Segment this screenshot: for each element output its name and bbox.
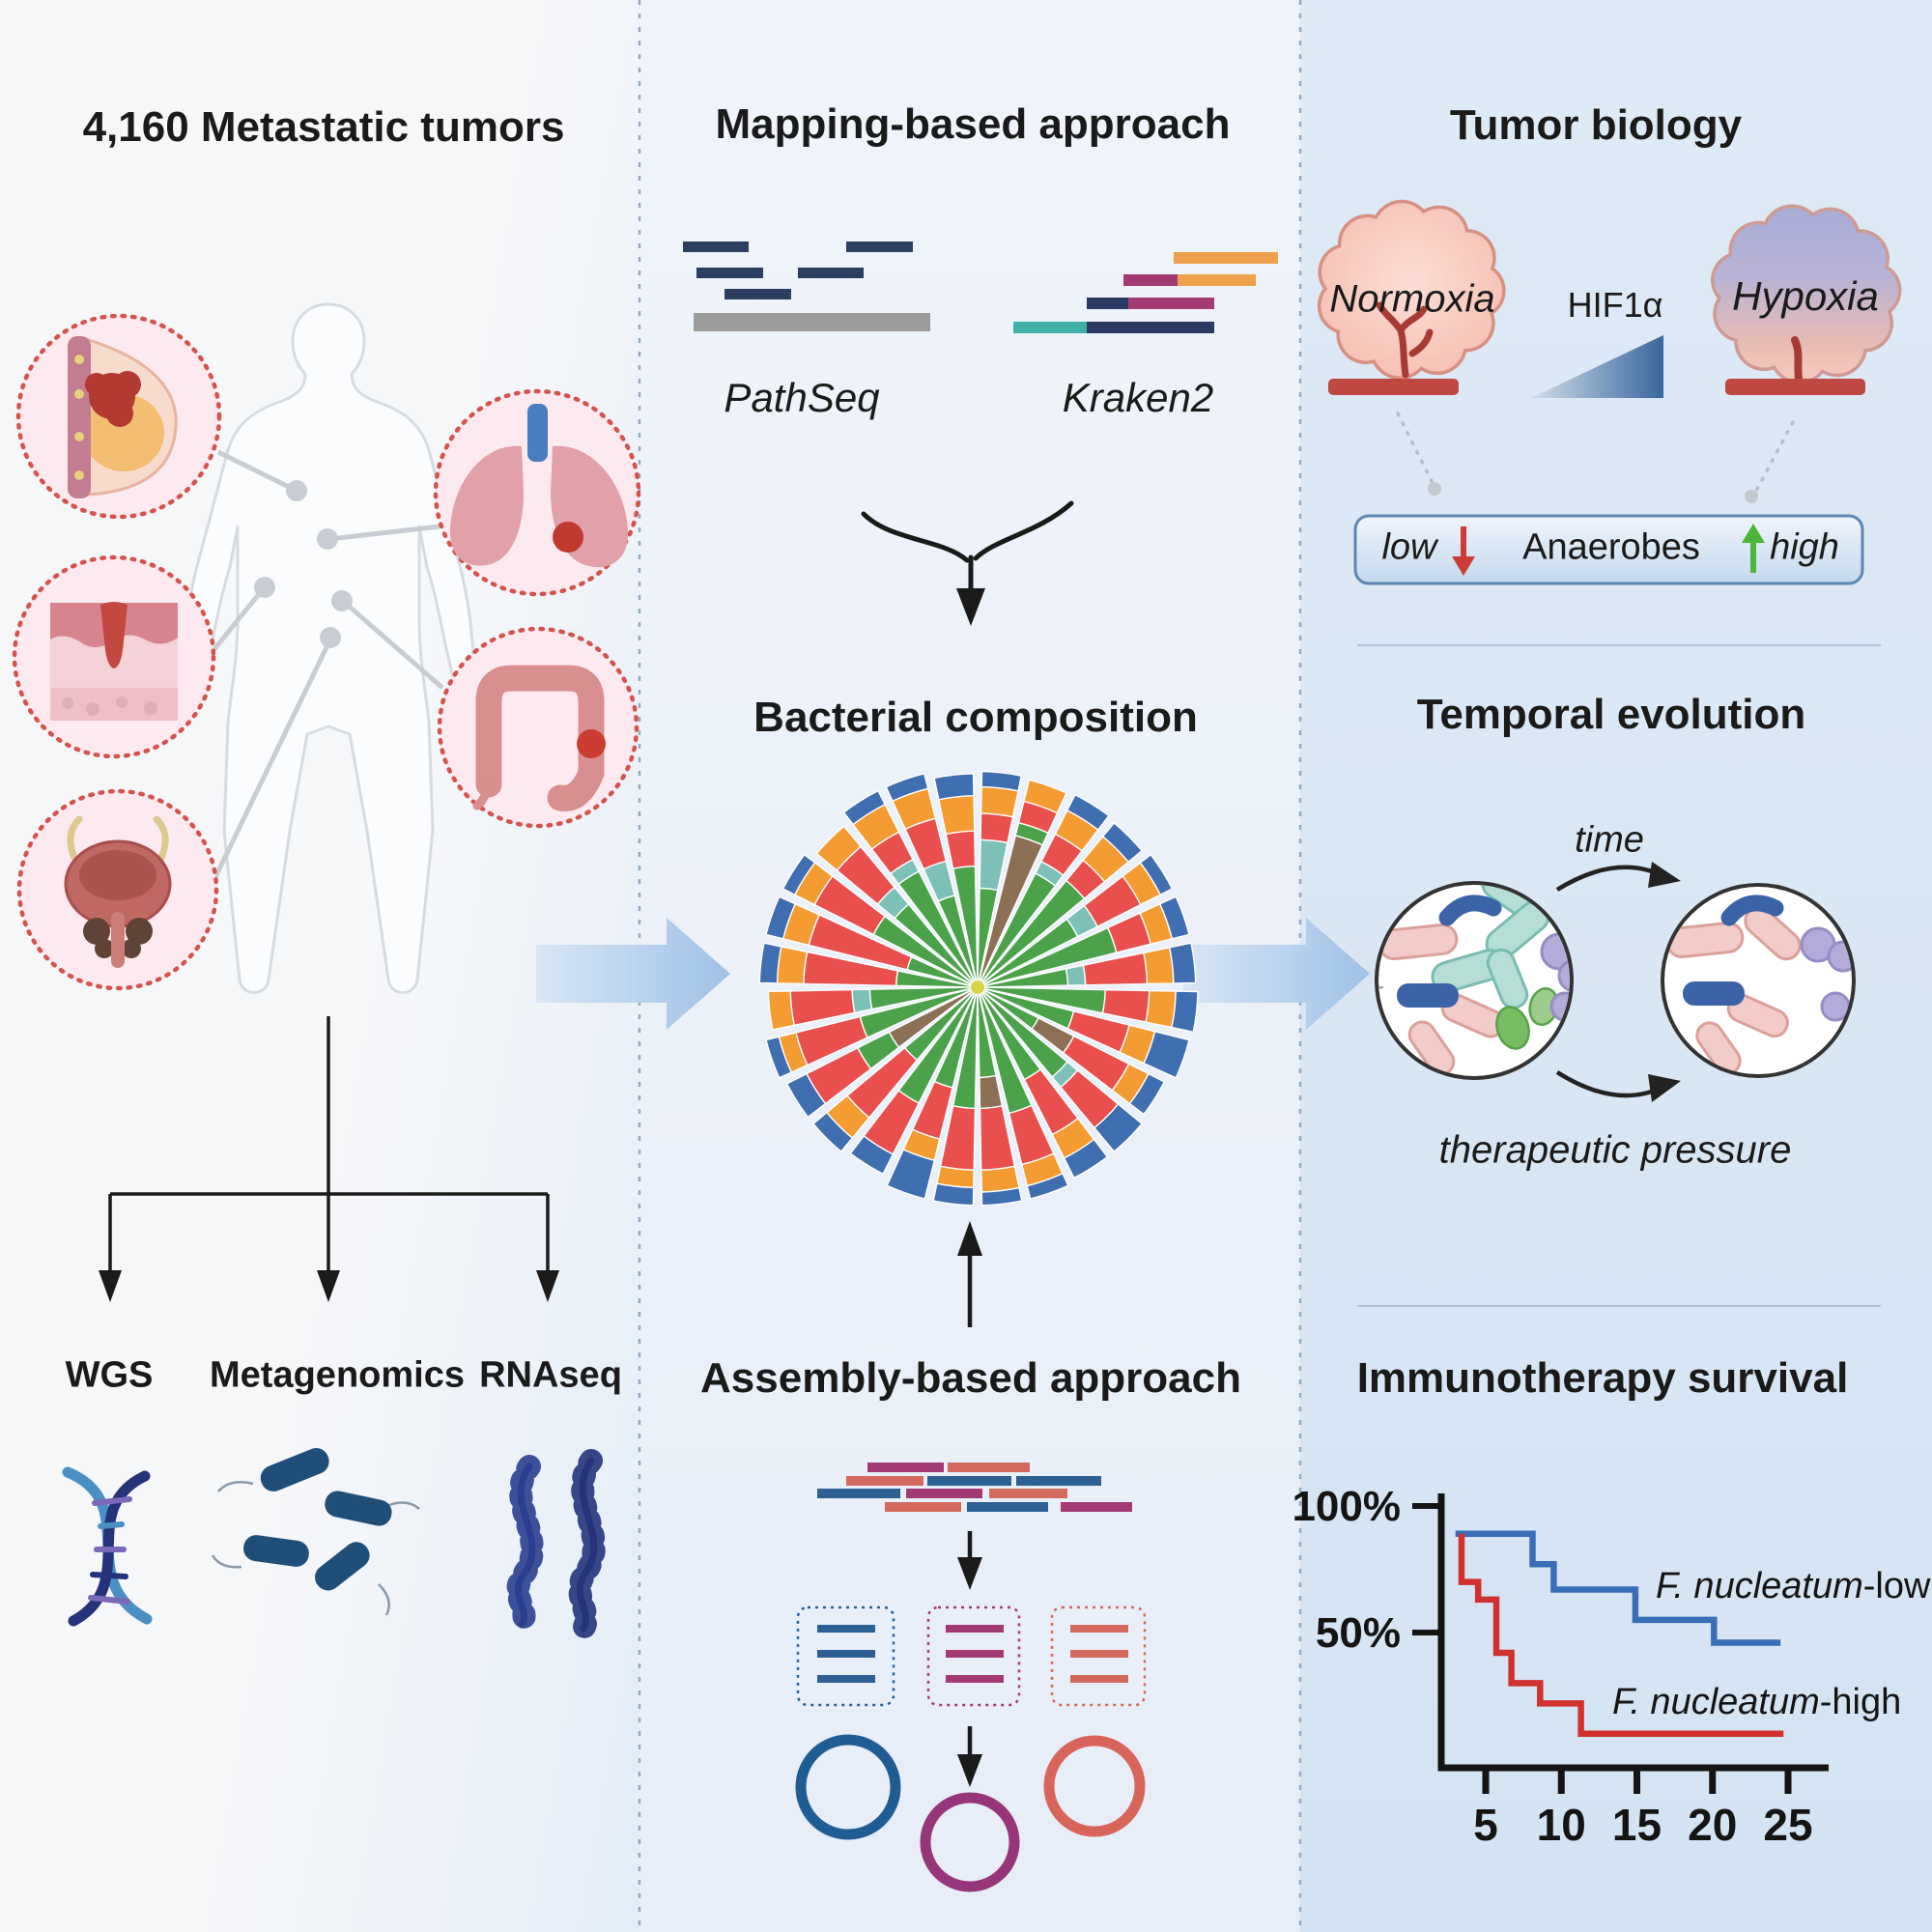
reference-genome-bar xyxy=(694,313,930,331)
microbiome-circle-before xyxy=(1375,881,1574,1080)
hif-gradient-triangle xyxy=(1531,335,1663,398)
green-up-arrow-icon xyxy=(1742,524,1765,573)
normoxia-label: Normoxia xyxy=(1329,277,1495,321)
bracket-arrows xyxy=(99,1016,559,1302)
genome-circle-red xyxy=(1043,1735,1146,1837)
dashed-connectors xyxy=(1396,412,1795,493)
bacterial-composition-title: Bacterial composition xyxy=(753,694,1198,741)
time-arrow xyxy=(1555,862,1681,892)
immunotherapy-survival-title: Immunotherapy survival xyxy=(1356,1354,1849,1402)
kraken-reads xyxy=(1013,252,1278,333)
hypoxia-tumor xyxy=(1711,204,1902,395)
pathseq-reads xyxy=(683,242,930,331)
connector-dot xyxy=(1745,490,1758,503)
method-label-wgs: WGS xyxy=(65,1354,154,1396)
anaerobes-low-label: low xyxy=(1381,526,1437,568)
lung-tumor-icon xyxy=(433,388,641,597)
method-label-rnaseq: RNAseq xyxy=(479,1354,622,1396)
connector-dot xyxy=(1428,482,1441,496)
down-arrow-1 xyxy=(957,1531,982,1590)
time-label: time xyxy=(1575,819,1644,861)
rna-icon xyxy=(506,1449,606,1640)
svg-text:20: 20 xyxy=(1688,1800,1737,1850)
flow-arrow-right xyxy=(1183,918,1370,1030)
temporal-evolution-title: Temporal evolution xyxy=(1416,691,1806,738)
pressure-arrow xyxy=(1555,1070,1681,1102)
hypoxia-label: Hypoxia xyxy=(1732,273,1879,319)
svg-text:F. nucleatum-high: F. nucleatum-high xyxy=(1612,1682,1901,1722)
red-down-arrow-icon xyxy=(1452,526,1475,576)
svg-text:15: 15 xyxy=(1612,1800,1662,1850)
svg-text:F. nucleatum-low: F. nucleatum-low xyxy=(1656,1566,1931,1606)
svg-text:25: 25 xyxy=(1763,1800,1812,1850)
organ-connector-dots xyxy=(254,480,353,648)
circular-genomes xyxy=(795,1734,1146,1892)
assembly-approach-title: Assembly-based approach xyxy=(700,1354,1241,1402)
sunburst-chart xyxy=(758,770,1199,1207)
organ-connector-lines xyxy=(213,449,444,879)
anaerobes-high-label: high xyxy=(1770,526,1839,568)
microbiome-circle-after xyxy=(1661,883,1856,1078)
converge-arrow xyxy=(861,500,1074,626)
contig-bins xyxy=(796,1605,1147,1707)
svg-text:100%: 100% xyxy=(1292,1483,1401,1530)
colon-tumor-icon xyxy=(437,626,639,829)
down-arrow-2 xyxy=(957,1726,982,1787)
kraken2-label: Kraken2 xyxy=(1062,375,1214,420)
svg-text:50%: 50% xyxy=(1316,1609,1401,1657)
flow-arrow-left xyxy=(536,918,730,1030)
svg-text:5: 5 xyxy=(1473,1800,1498,1850)
hif1a-label: HIF1α xyxy=(1567,285,1663,325)
skin-tumor-icon xyxy=(12,554,216,759)
anaerobes-box xyxy=(1353,514,1864,585)
pathseq-label: PathSeq xyxy=(724,375,880,420)
svg-text:10: 10 xyxy=(1537,1800,1586,1850)
left-panel-title: 4,160 Metastatic tumors xyxy=(82,103,565,151)
up-arrow xyxy=(957,1221,982,1327)
mapping-approach-title: Mapping-based approach xyxy=(715,100,1231,148)
tumor-biology-title: Tumor biology xyxy=(1449,101,1743,149)
breast-tumor-icon xyxy=(15,313,222,520)
contig-box-red xyxy=(1050,1605,1147,1707)
bladder-tumor-icon xyxy=(16,788,219,991)
dna-icon xyxy=(62,1466,153,1627)
bacteria-icon xyxy=(211,1448,420,1616)
genome-circle-purple xyxy=(920,1792,1020,1892)
method-label-metagenomics: Metagenomics xyxy=(210,1354,465,1396)
anaerobes-label: Anaerobes xyxy=(1522,526,1700,568)
therapeutic-pressure-label: therapeutic pressure xyxy=(1438,1128,1792,1172)
assembly-reads xyxy=(817,1463,1132,1512)
normoxia-tumor xyxy=(1317,199,1506,395)
genome-circle-blue xyxy=(795,1734,901,1840)
contig-box-purple xyxy=(926,1605,1021,1707)
km-plot: 100% 50% 5 10 15 20 25 F. nucleatum-low F. nucle… xyxy=(1292,1483,1931,1850)
contig-box-blue xyxy=(796,1605,895,1707)
